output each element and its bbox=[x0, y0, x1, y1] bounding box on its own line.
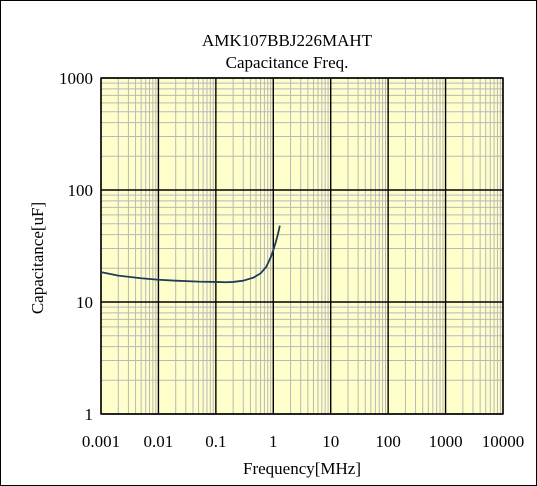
y-tick-label: 10 bbox=[76, 293, 93, 312]
major-gridlines bbox=[100, 77, 504, 415]
x-tick-label: 0.001 bbox=[82, 432, 120, 451]
chart-title: AMK107BBJ226MAHT bbox=[202, 31, 373, 50]
series-line bbox=[100, 225, 281, 284]
x-tick-labels: 0.001 0.01 0.1 1 10 100 1000 10000 bbox=[82, 432, 524, 451]
x-tick-label: 1000 bbox=[429, 432, 463, 451]
y-tick-label: 1 bbox=[85, 405, 94, 424]
y-axis-label: Capacitance[uF] bbox=[28, 202, 47, 314]
x-axis-label: Frequency[MHz] bbox=[243, 459, 361, 478]
y-tick-label: 1000 bbox=[59, 69, 93, 88]
y-tick-label: 100 bbox=[68, 181, 94, 200]
series-layer bbox=[100, 225, 281, 284]
x-tick-label: 0.1 bbox=[205, 432, 226, 451]
plot-area bbox=[101, 78, 503, 414]
x-tick-label: 0.01 bbox=[144, 432, 174, 451]
plot-border bbox=[100, 77, 504, 415]
x-tick-label: 10000 bbox=[482, 432, 525, 451]
chart-subtitle: Capacitance Freq. bbox=[226, 53, 349, 72]
minor-gridlines bbox=[101, 78, 503, 414]
x-tick-label: 10 bbox=[322, 432, 339, 451]
x-tick-label: 1 bbox=[269, 432, 278, 451]
x-tick-label: 100 bbox=[375, 432, 401, 451]
y-tick-labels: 1 10 100 1000 bbox=[59, 69, 93, 424]
